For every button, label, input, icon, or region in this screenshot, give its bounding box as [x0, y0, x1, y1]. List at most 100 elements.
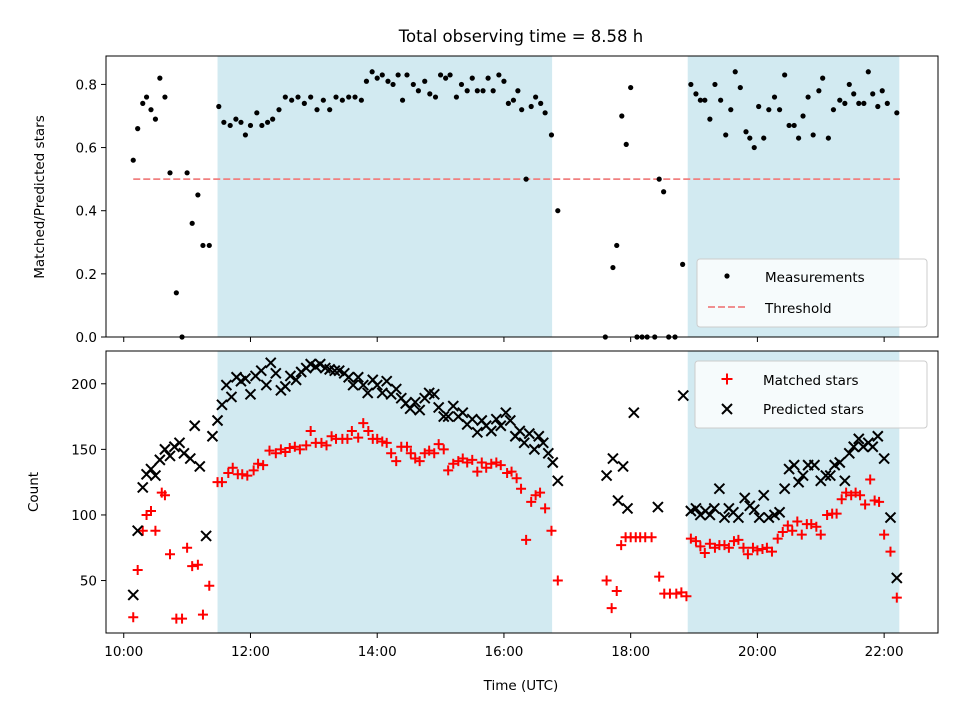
- measurement-point: [130, 157, 136, 163]
- measurement-point: [623, 141, 629, 148]
- measurement-point: [533, 94, 539, 100]
- predicted-star-point: [537, 437, 549, 449]
- predicted-star-point: [500, 406, 512, 419]
- measurement-point: [369, 69, 375, 75]
- measurement-point: [782, 72, 788, 78]
- measurement-point: [837, 97, 843, 103]
- matched-star-point: [752, 545, 763, 556]
- measurement-point: [528, 103, 534, 110]
- matched-star-point: [128, 612, 139, 623]
- predicted-star-point: [600, 469, 613, 482]
- predicted-star-point: [265, 357, 277, 369]
- x-tick-label: 22:00: [865, 644, 904, 660]
- predicted-star-point: [457, 406, 469, 419]
- top-y-tick-label: 0.2: [76, 267, 97, 283]
- matched-star-point: [476, 457, 487, 468]
- matched-star-point: [885, 546, 896, 557]
- measurement-point: [490, 88, 496, 94]
- measurement-point: [791, 122, 797, 129]
- matched-star-point: [481, 462, 492, 473]
- predicted-star-point: [677, 389, 689, 402]
- bottom-legend-box: [694, 360, 928, 429]
- measurement-point: [538, 100, 544, 106]
- matched-star-point: [429, 448, 440, 459]
- matched-star-point: [132, 565, 143, 576]
- predicted-star-point: [244, 388, 257, 400]
- measurement-point: [363, 78, 370, 84]
- matched-star-point: [391, 456, 402, 467]
- predicted-star-point: [447, 400, 459, 412]
- predicted-star-point: [432, 401, 445, 414]
- measurement-point: [432, 94, 439, 100]
- top-legend-box: [696, 258, 928, 328]
- matched-star-point: [462, 457, 473, 468]
- measurement-point: [723, 132, 729, 138]
- predicted-star-point: [184, 452, 196, 465]
- predicted-star-point: [495, 420, 507, 432]
- predicted-star-point: [732, 511, 745, 524]
- predicted-star-point: [164, 450, 176, 462]
- matched-star-point: [486, 458, 497, 469]
- measurement-point: [688, 81, 694, 88]
- measurement-point: [884, 100, 890, 106]
- top-y-tick-label: 0.4: [76, 204, 97, 220]
- predicted-star-point: [409, 396, 421, 408]
- predicted-star-point: [211, 414, 224, 427]
- matched-star-point: [874, 496, 885, 507]
- predicted-star-point: [371, 379, 383, 391]
- x-tick-label: 16:00: [484, 644, 523, 660]
- x-tick-label: 20:00: [738, 644, 777, 660]
- matched-star-point: [438, 444, 449, 455]
- measurement-point: [743, 129, 749, 135]
- measurement-point: [610, 264, 616, 271]
- predicted-star-point: [824, 469, 836, 482]
- measurement-point: [851, 91, 857, 97]
- matched-star-point: [182, 542, 193, 553]
- matched-star-point: [358, 418, 369, 429]
- predicted-star-point: [279, 380, 292, 393]
- predicted-star-point: [442, 410, 454, 423]
- measurement-point: [875, 103, 881, 110]
- matched-star-point: [865, 474, 876, 485]
- measurement-point: [247, 122, 254, 129]
- matched-star-point: [216, 477, 227, 488]
- measurement-point: [732, 69, 738, 75]
- matched-star-point: [860, 499, 871, 510]
- measurement-point: [825, 135, 831, 141]
- predicted-star-point: [872, 430, 884, 442]
- predicted-star-point: [704, 509, 716, 521]
- predicted-star-point: [381, 375, 393, 387]
- measurement-point: [385, 78, 391, 84]
- legend-threshold-label: Threshold: [764, 301, 832, 317]
- measurement-point: [846, 81, 852, 88]
- measurement-point: [358, 97, 364, 103]
- matched-star-point: [289, 441, 300, 452]
- x-tick-label: 12:00: [231, 644, 270, 660]
- matched-star-point: [316, 437, 327, 448]
- predicted-star-point: [216, 399, 228, 411]
- measurement-point: [242, 132, 249, 138]
- matched-star-point: [137, 525, 148, 536]
- top-y-tick-label: 0.0: [76, 330, 97, 346]
- matched-star-point: [321, 440, 332, 451]
- predicted-star-point: [159, 443, 171, 456]
- matched-star-point: [869, 495, 880, 506]
- predicted-star-point: [652, 501, 664, 513]
- measurement-point: [320, 97, 326, 103]
- matched-star-point: [552, 575, 563, 586]
- matched-star-point: [891, 592, 902, 603]
- matched-star-point: [836, 494, 847, 505]
- predicted-star-point: [376, 387, 388, 399]
- matched-star-point: [796, 529, 807, 540]
- measurement-point: [395, 72, 401, 78]
- measurement-point: [661, 189, 667, 195]
- matched-star-point: [757, 544, 768, 555]
- predicted-star-point: [137, 481, 149, 494]
- measurement-point: [216, 103, 222, 110]
- measurement-point: [842, 100, 848, 106]
- legend-predicted-label: Predicted stars: [763, 402, 864, 418]
- predicted-star-point: [361, 387, 374, 399]
- measurement-point: [333, 94, 339, 100]
- predicted-star-point: [628, 406, 640, 419]
- predicted-star-point: [878, 452, 890, 465]
